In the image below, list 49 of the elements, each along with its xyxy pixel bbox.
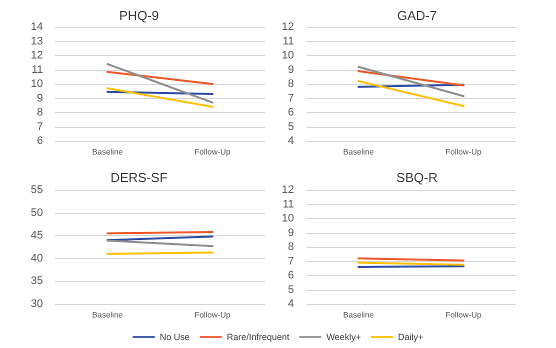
y-tick-label: 9 [288,64,294,76]
y-tick-label: 6 [36,135,43,147]
y-tick-label: 7 [288,92,294,104]
legend-label: Rare/Infrequent [226,332,290,342]
y-tick-label: 40 [30,252,43,264]
y-tick-label: 11 [282,198,294,210]
y-tick-label: 7 [288,255,294,268]
x-tick-label: Baseline [92,148,124,156]
y-tick-label: 35 [30,275,43,288]
y-tick-label: 14 [30,21,43,33]
x-tick-label: Follow-Up [445,310,482,320]
y-tick-label: 12 [282,184,294,196]
chart-title: SBQ-R [396,170,438,185]
y-tick-label: 9 [36,92,43,104]
y-tick-label: 45 [30,230,43,242]
y-tick-label: 10 [282,50,294,62]
y-tick-label: 7 [36,120,43,133]
y-tick-label: 55 [30,184,43,196]
y-tick-label: 13 [30,35,43,48]
chart-title: GAD-7 [397,8,437,23]
y-tick-label: 12 [30,50,43,62]
y-tick-label: 9 [288,226,294,239]
y-tick-label: 12 [282,21,294,33]
chart-title: PHQ-9 [119,8,159,23]
y-tick-label: 30 [30,298,43,310]
x-tick-label: Follow-Up [445,148,482,156]
y-tick-label: 8 [288,241,294,253]
legend-label: Daily+ [398,332,424,342]
y-tick-label: 4 [288,135,294,147]
chart-title: DERS-SF [110,170,168,185]
x-tick-label: Baseline [343,148,374,156]
y-tick-label: 6 [288,270,294,282]
x-tick-label: Follow-Up [194,148,232,156]
y-tick-label: 10 [282,212,294,224]
y-tick-label: 5 [288,284,294,296]
y-tick-label: 10 [30,78,43,90]
y-tick-label: 8 [288,78,294,90]
y-tick-label: 11 [282,35,294,48]
y-tick-label: 11 [32,64,43,76]
y-tick-label: 6 [288,106,294,118]
legend-label: No Use [160,332,190,342]
legend-label: Weekly+ [326,332,361,342]
x-tick-label: Baseline [92,310,124,320]
y-tick-label: 50 [30,206,43,219]
y-tick-label: 4 [288,298,294,310]
y-tick-label: 8 [36,106,43,118]
x-tick-label: Follow-Up [194,310,232,320]
x-tick-label: Baseline [343,310,374,320]
y-tick-label: 5 [288,120,294,133]
